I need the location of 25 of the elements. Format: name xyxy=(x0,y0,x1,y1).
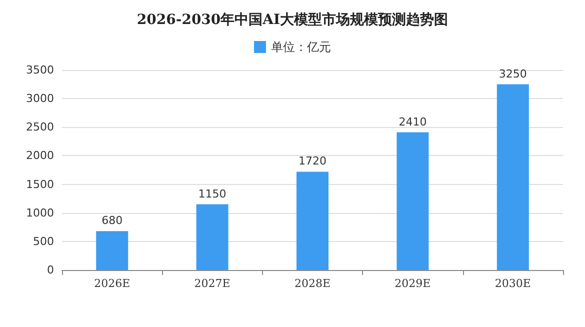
y-tick-label: 3000 xyxy=(26,92,54,106)
bar xyxy=(396,132,429,270)
y-tick-label: 1000 xyxy=(26,206,54,220)
y-tick-label: 500 xyxy=(33,234,54,248)
bar xyxy=(196,204,228,270)
x-tick-label: 2027E xyxy=(194,277,230,290)
y-tick-label: 2000 xyxy=(26,149,54,162)
data-label: 1150 xyxy=(198,187,226,200)
x-tick-label: 2028E xyxy=(294,277,331,290)
data-label: 2410 xyxy=(398,115,427,128)
x-tick-label: 2026E xyxy=(94,277,130,290)
data-label: 1720 xyxy=(298,154,326,168)
data-label: 680 xyxy=(102,214,123,228)
bar xyxy=(496,84,529,270)
bar xyxy=(296,172,328,270)
legend-label: 单位：亿元 xyxy=(271,40,331,54)
data-label: 3250 xyxy=(498,67,527,80)
y-tick-label: 3500 xyxy=(26,64,54,76)
x-tick-label: 2029E xyxy=(394,277,431,290)
chart-title: 2026-2030年中国AI大模型市场规模预测趋势图 xyxy=(136,11,448,28)
bar xyxy=(96,231,128,270)
y-tick-label: 0 xyxy=(47,264,54,276)
x-tick-label: 2030E xyxy=(494,277,531,290)
y-tick-label: 2500 xyxy=(26,120,54,134)
y-tick-label: 1500 xyxy=(26,178,54,191)
